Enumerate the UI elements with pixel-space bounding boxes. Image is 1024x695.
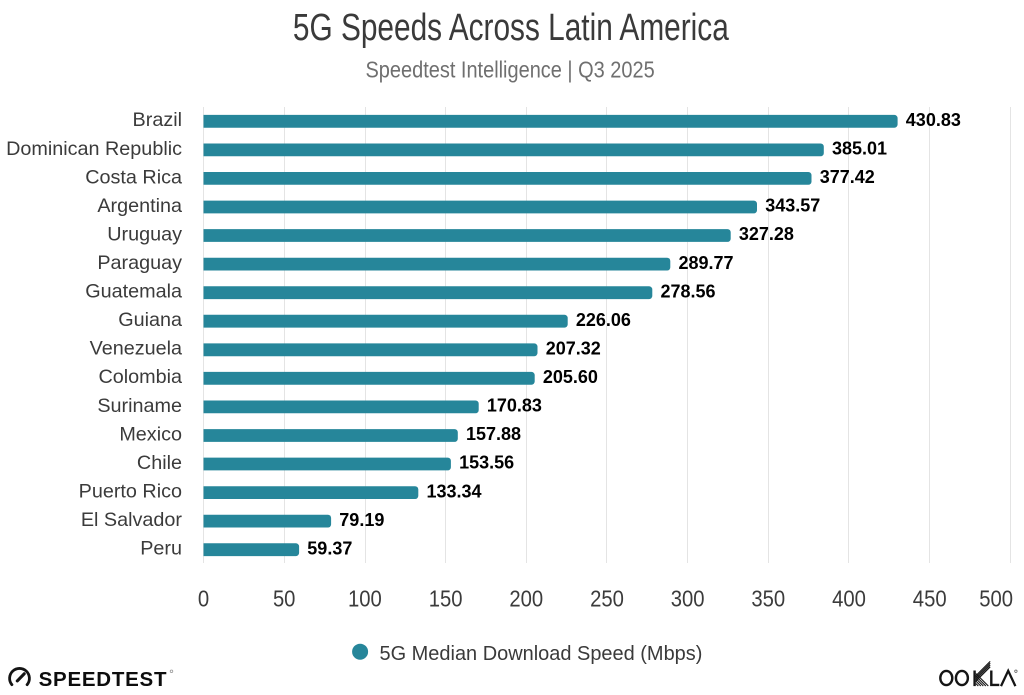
svg-text:Uruguay: Uruguay	[107, 223, 182, 245]
svg-text:Argentina: Argentina	[97, 195, 182, 217]
svg-text:0: 0	[198, 586, 209, 612]
svg-text:Guatemala: Guatemala	[85, 281, 182, 303]
svg-text:Chile: Chile	[137, 452, 182, 474]
svg-text:350: 350	[751, 586, 785, 612]
svg-text:Venezuela: Venezuela	[90, 338, 182, 360]
svg-text:450: 450	[913, 586, 947, 612]
svg-text:5G Median Download Speed (Mbps: 5G Median Download Speed (Mbps)	[380, 642, 703, 665]
svg-text:5G Speeds Across Latin America: 5G Speeds Across Latin America	[293, 7, 730, 49]
svg-text:170.83: 170.83	[487, 396, 542, 416]
svg-text:400: 400	[832, 586, 866, 612]
svg-text:385.01: 385.01	[832, 139, 887, 159]
svg-text:343.57: 343.57	[765, 196, 820, 216]
svg-text:El Salvador: El Salvador	[81, 509, 183, 531]
svg-text:289.77: 289.77	[679, 253, 734, 273]
svg-text:Suriname: Suriname	[97, 395, 182, 417]
svg-text:Guiana: Guiana	[118, 309, 182, 331]
svg-text:Speedtest Intelligence | Q3 20: Speedtest Intelligence | Q3 2025	[366, 57, 655, 83]
svg-text:327.28: 327.28	[739, 224, 794, 244]
svg-text:157.88: 157.88	[466, 424, 521, 444]
svg-text:100: 100	[348, 586, 382, 612]
svg-text:200: 200	[509, 586, 543, 612]
svg-text:207.32: 207.32	[546, 339, 601, 359]
svg-text:430.83: 430.83	[906, 110, 961, 130]
svg-text:59.37: 59.37	[307, 538, 352, 558]
svg-text:50: 50	[273, 586, 296, 612]
svg-text:226.06: 226.06	[576, 310, 631, 330]
svg-text:150: 150	[429, 586, 463, 612]
svg-text:Peru: Peru	[140, 538, 182, 560]
svg-text:278.56: 278.56	[661, 281, 716, 301]
svg-text:Brazil: Brazil	[133, 109, 182, 131]
svg-text:250: 250	[590, 586, 624, 612]
svg-text:300: 300	[671, 586, 705, 612]
svg-text:205.60: 205.60	[543, 367, 598, 387]
svg-text:500: 500	[979, 586, 1013, 612]
svg-text:Puerto Rico: Puerto Rico	[79, 481, 182, 503]
svg-text:Mexico: Mexico	[119, 423, 182, 445]
svg-text:79.19: 79.19	[339, 510, 384, 530]
svg-text:377.42: 377.42	[820, 167, 875, 187]
svg-text:Paraguay: Paraguay	[97, 252, 182, 274]
svg-text:133.34: 133.34	[427, 481, 482, 501]
svg-text:SPEEDTEST: SPEEDTEST	[39, 668, 168, 691]
svg-text:153.56: 153.56	[459, 453, 514, 473]
svg-text:Dominican Republic: Dominican Republic	[6, 138, 182, 160]
svg-text:Colombia: Colombia	[98, 366, 182, 388]
svg-text:Costa Rica: Costa Rica	[85, 166, 182, 188]
